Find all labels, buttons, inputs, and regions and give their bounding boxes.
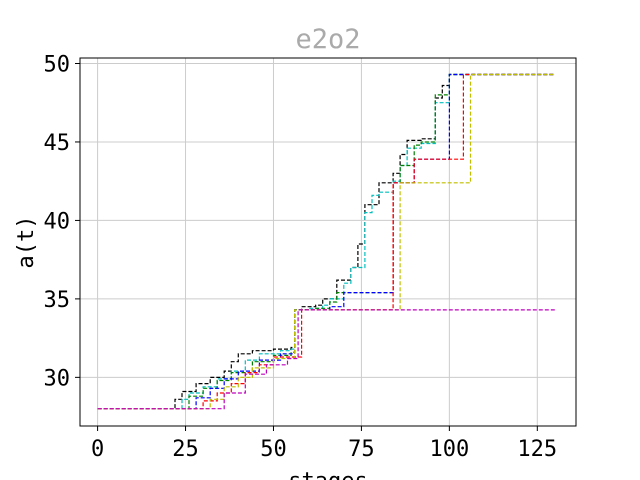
y-axis-label: a(t) bbox=[14, 216, 39, 269]
y-tick-label: 50 bbox=[44, 52, 71, 77]
series-line-4 bbox=[97, 73, 555, 410]
y-tick-label: 45 bbox=[44, 131, 71, 156]
series-line-1 bbox=[97, 73, 555, 410]
series-line-7 bbox=[97, 309, 555, 410]
x-tick-label: 50 bbox=[260, 437, 287, 462]
series-layer bbox=[97, 73, 555, 410]
grid bbox=[80, 58, 576, 426]
series-line-6 bbox=[97, 73, 555, 410]
x-tick-label: 75 bbox=[348, 437, 375, 462]
chart-title: e2o2 bbox=[295, 24, 360, 55]
x-tick-label: 125 bbox=[517, 437, 557, 462]
x-tick-label: 25 bbox=[172, 437, 199, 462]
y-tick-label: 35 bbox=[44, 288, 71, 313]
y-tick-label: 30 bbox=[44, 366, 71, 391]
series-line-2 bbox=[97, 73, 555, 410]
y-tick-label: 40 bbox=[44, 209, 71, 234]
x-axis-label: stages bbox=[288, 469, 367, 480]
ticks: 0 25 50 75 100 125 30 35 40 45 50 bbox=[44, 52, 558, 462]
series-line-3 bbox=[97, 73, 555, 410]
x-tick-label: 0 bbox=[91, 437, 104, 462]
x-tick-label: 100 bbox=[429, 437, 469, 462]
plot-frame bbox=[79, 57, 577, 427]
series-line-5 bbox=[97, 73, 555, 410]
